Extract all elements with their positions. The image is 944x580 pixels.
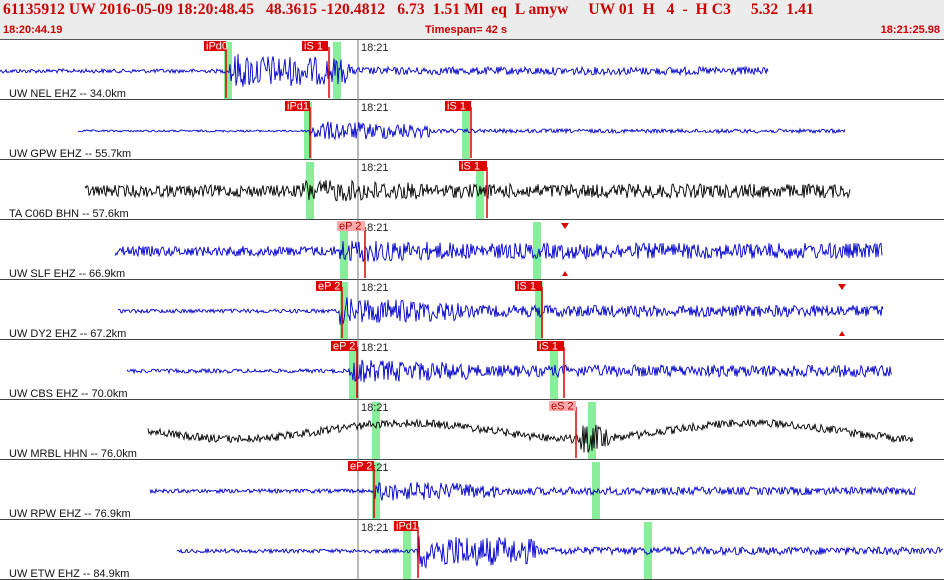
predicted-arrival-band: [588, 402, 596, 459]
channel-label: UW MRBL HHN -- 76.0km: [9, 448, 137, 460]
minute-tick-label: 18:21: [361, 162, 389, 174]
pick-marker[interactable]: [302, 41, 328, 51]
minute-tick-label: 18:21: [361, 402, 389, 414]
predicted-arrival-band: [372, 402, 380, 459]
start-time: 18:20:44.19: [3, 24, 63, 36]
header-divider: [0, 39, 944, 40]
pick-label: eP 2: [318, 281, 340, 293]
seismogram-panel: 18:21 iPd0 iS 1 UW NEL EHZ -- 34.0km 18:21 iP…: [0, 40, 944, 580]
pick-label: iS 1: [447, 101, 466, 113]
pick-label: eS 2: [551, 401, 574, 413]
channel-row[interactable]: 18:21 iS 1 TA C06D BHN -- 57.6km: [0, 160, 944, 220]
minute-tick-label: 18:21: [361, 342, 389, 354]
end-time: 18:21:25.98: [880, 24, 940, 36]
channel-row[interactable]: 18:21 iPd1 iS 1 UW GPW EHZ -- 55.7km: [0, 100, 944, 160]
waveform-trace: [176, 536, 944, 570]
pick-marker[interactable]: [459, 161, 487, 171]
waveform-trace: [147, 418, 914, 453]
channel-label: UW DY2 EHZ -- 67.2km: [9, 328, 126, 340]
waveform-trace: [77, 121, 846, 141]
pick-marker[interactable]: [549, 401, 576, 411]
minute-tick-label: 18:21: [361, 42, 389, 54]
pick-label: iS 1: [539, 341, 558, 353]
minute-tick-label: 18:21: [361, 222, 389, 234]
minute-tick-label: 18:21: [361, 522, 389, 534]
pick-label: eP 2: [333, 341, 355, 353]
waveform-trace: [114, 240, 883, 262]
minute-tick-label: 18:21: [361, 282, 389, 294]
clip-marker-icon: [562, 271, 568, 276]
clip-marker-icon: [838, 284, 846, 290]
channel-label: UW ETW EHZ -- 84.9km: [9, 568, 129, 580]
predicted-arrival-band: [340, 222, 348, 279]
channel-label: TA C06D BHN -- 57.6km: [9, 208, 129, 220]
pick-marker[interactable]: [316, 281, 342, 291]
predicted-arrival-band: [349, 342, 357, 399]
waveform-trace: [0, 54, 769, 87]
timespan-readout: Timespan= 42 s: [425, 24, 508, 36]
channel-label: UW SLF EHZ -- 66.9km: [9, 268, 125, 280]
predicted-arrival-band: [476, 162, 484, 219]
predicted-arrival-band: [224, 42, 232, 99]
pick-label: iS 1: [461, 161, 480, 173]
pick-label: iS 1: [517, 281, 536, 293]
pick-label: iS 1: [304, 41, 323, 53]
waveform-trace: [117, 297, 884, 325]
predicted-arrival-band: [340, 282, 348, 339]
pick-label: eP 2: [350, 461, 372, 473]
pick-label: eP 2: [339, 221, 361, 233]
clip-marker-icon: [839, 331, 845, 336]
pick-marker[interactable]: [445, 101, 471, 111]
channel-row[interactable]: 18:21 eP 2 iS 1 UW CBS EHZ -- 70.0km: [0, 340, 944, 400]
event-summary-title: 61135912 UW 2016-05-09 18:20:48.45 48.36…: [3, 1, 814, 18]
pick-marker[interactable]: [394, 521, 418, 531]
channel-label: UW CBS EHZ -- 70.0km: [9, 388, 128, 400]
channel-row[interactable]: 18:21 eS 2 UW MRBL HHN -- 76.0km: [0, 400, 944, 460]
pick-marker[interactable]: [285, 101, 310, 111]
pick-label: iPd1: [287, 101, 309, 113]
channel-label: UW GPW EHZ -- 55.7km: [9, 148, 131, 160]
predicted-arrival-band: [592, 462, 600, 519]
channel-row[interactable]: 18:21 iPd0 iS 1 UW NEL EHZ -- 34.0km: [0, 40, 944, 100]
pick-marker[interactable]: [537, 341, 564, 351]
predicted-arrival-band: [644, 522, 652, 579]
predicted-arrival-band: [533, 222, 541, 279]
pick-marker[interactable]: [515, 281, 542, 291]
minute-tick-label: 18:21: [361, 102, 389, 114]
channel-label: UW NEL EHZ -- 34.0km: [9, 88, 126, 100]
pick-label: iPd1: [396, 521, 418, 533]
channel-label: UW RPW EHZ -- 76.9km: [9, 508, 131, 520]
waveform-trace: [149, 482, 917, 501]
pick-label: iPd0: [206, 41, 228, 53]
pick-marker[interactable]: [331, 341, 357, 351]
pick-marker[interactable]: [337, 221, 365, 231]
waveform-trace: [84, 179, 851, 202]
clip-marker-icon: [561, 223, 569, 229]
event-header: 61135912 UW 2016-05-09 18:20:48.45 48.36…: [0, 0, 944, 40]
pick-marker[interactable]: [204, 41, 226, 51]
pick-marker[interactable]: [348, 461, 374, 471]
channel-row[interactable]: 18:21 iPd1 UW ETW EHZ -- 84.9km: [0, 520, 944, 580]
channel-row[interactable]: 18:21 eP 2 iS 1 UW DY2 EHZ -- 67.2km: [0, 280, 944, 340]
waveform-trace: [126, 359, 893, 383]
